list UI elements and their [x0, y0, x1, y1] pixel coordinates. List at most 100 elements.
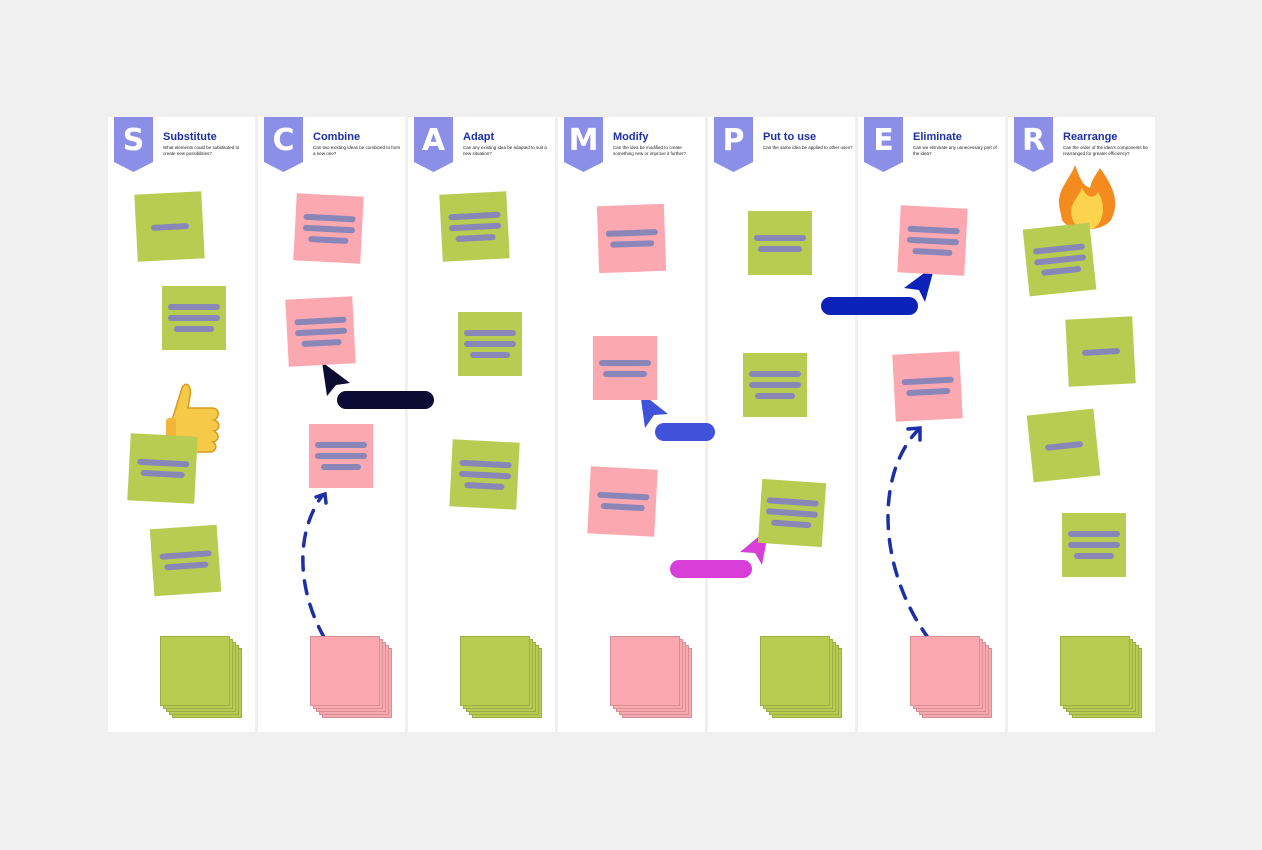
sticky-note[interactable]	[743, 353, 807, 417]
column-title: Eliminate	[913, 131, 962, 143]
sticky-note[interactable]	[897, 205, 968, 276]
sticky-note[interactable]	[1065, 316, 1136, 387]
sticky-note[interactable]	[439, 191, 510, 262]
column-question: Can the idea be modified to create somet…	[613, 145, 687, 156]
note-placeholder-line	[600, 502, 645, 512]
sticky-note[interactable]	[596, 203, 667, 274]
sticky-note[interactable]	[127, 433, 198, 504]
stack-layer	[910, 636, 980, 706]
sticky-note[interactable]	[892, 351, 963, 422]
note-placeholder-line	[755, 393, 795, 399]
sticky-note[interactable]	[309, 424, 373, 488]
badge-letter: R	[1021, 123, 1046, 158]
note-placeholder-line	[901, 376, 954, 386]
note-placeholder-line	[754, 234, 806, 241]
note-placeholder-line	[307, 235, 349, 244]
column-question: Can we eliminate any unnecessary part of…	[913, 145, 997, 156]
letter-badge: C	[264, 117, 303, 172]
note-placeholder-line	[596, 491, 649, 501]
sticky-note[interactable]	[587, 466, 658, 537]
note-placeholder-line	[766, 497, 819, 507]
note-placeholder-line	[605, 229, 658, 237]
note-placeholder-line	[158, 550, 212, 560]
note-placeholder-line	[174, 326, 214, 332]
stack-layer	[1060, 636, 1130, 706]
note-placeholder-line	[163, 561, 209, 571]
note-placeholder-line	[1033, 253, 1086, 266]
letter-badge: A	[414, 117, 453, 172]
note-placeholder-line	[1040, 265, 1081, 276]
sticky-note[interactable]	[134, 191, 205, 262]
dashed-arrow	[301, 426, 947, 660]
sticky-note[interactable]	[293, 193, 364, 264]
sticky-note[interactable]	[593, 336, 657, 400]
column-title: Substitute	[163, 131, 217, 143]
column-question: Can the same idea be applied to other us…	[763, 145, 853, 150]
note-placeholder-line	[609, 240, 654, 248]
sticky-note[interactable]	[162, 286, 226, 350]
sticky-note[interactable]	[757, 478, 827, 548]
note-placeholder-line	[321, 464, 361, 470]
note-placeholder-line	[458, 470, 511, 479]
note-placeholder-line	[150, 222, 189, 231]
badge-letter: P	[722, 123, 745, 158]
note-placeholder-line	[315, 453, 367, 459]
note-placeholder-line	[454, 233, 496, 242]
cursor-blue	[640, 392, 715, 441]
note-placeholder-line	[315, 442, 367, 448]
note-placeholder-line	[906, 225, 960, 234]
note-placeholder-line	[906, 236, 959, 245]
note-placeholder-line	[765, 508, 819, 518]
sticky-note[interactable]	[1026, 408, 1101, 483]
note-placeholder-line	[136, 458, 189, 468]
cursor-magenta	[670, 528, 769, 578]
sticky-note[interactable]	[1062, 513, 1126, 577]
note-placeholder-line	[294, 327, 347, 336]
note-placeholder-line	[599, 359, 651, 366]
note-placeholder-line	[905, 387, 950, 397]
sticky-note[interactable]	[458, 312, 522, 376]
note-placeholder-line	[168, 315, 220, 321]
note-placeholder-line	[1074, 553, 1114, 559]
note-placeholder-line	[749, 371, 801, 377]
note-placeholder-line	[758, 245, 802, 252]
note-placeholder-line	[447, 211, 501, 220]
note-placeholder-line	[302, 224, 355, 233]
note-placeholder-line	[1032, 242, 1085, 255]
cursor-navy	[821, 265, 935, 315]
badge-letter: E	[873, 123, 894, 158]
sticky-note[interactable]	[748, 211, 812, 275]
letter-badge: P	[714, 117, 753, 172]
note-placeholder-line	[1068, 542, 1120, 548]
column-title: Modify	[613, 131, 649, 143]
note-placeholder-line	[293, 316, 347, 325]
note-placeholder-line	[1068, 531, 1120, 537]
sticky-note[interactable]	[285, 296, 356, 367]
sticky-note[interactable]	[1022, 222, 1097, 297]
sticky-note[interactable]	[449, 439, 520, 510]
column-adapt: A Adapt Can any existing idea be adapted…	[408, 117, 555, 732]
note-placeholder-line	[168, 304, 220, 310]
note-placeholder-line	[464, 330, 516, 336]
badge-letter: M	[568, 123, 599, 158]
note-placeholder-line	[771, 519, 812, 529]
column-title: Combine	[313, 131, 361, 143]
sticky-note[interactable]	[149, 524, 222, 597]
letter-badge: R	[1014, 117, 1053, 172]
note-placeholder-line	[458, 459, 512, 468]
note-placeholder-line	[911, 247, 953, 256]
note-placeholder-line	[470, 352, 510, 358]
note-placeholder-line	[1081, 347, 1120, 356]
letter-badge: M	[564, 117, 603, 172]
note-placeholder-line	[448, 222, 501, 231]
note-placeholder-line	[302, 213, 356, 222]
stack-layer	[160, 636, 230, 706]
column-question: Can two existing ideas be combined to fo…	[313, 145, 401, 156]
note-placeholder-line	[603, 370, 647, 377]
note-placeholder-line	[300, 338, 342, 347]
column-question: Can any existing idea be adapted to suit…	[463, 145, 547, 156]
cursor-black	[322, 362, 434, 409]
badge-letter: A	[421, 123, 446, 158]
note-placeholder-line	[464, 341, 516, 347]
